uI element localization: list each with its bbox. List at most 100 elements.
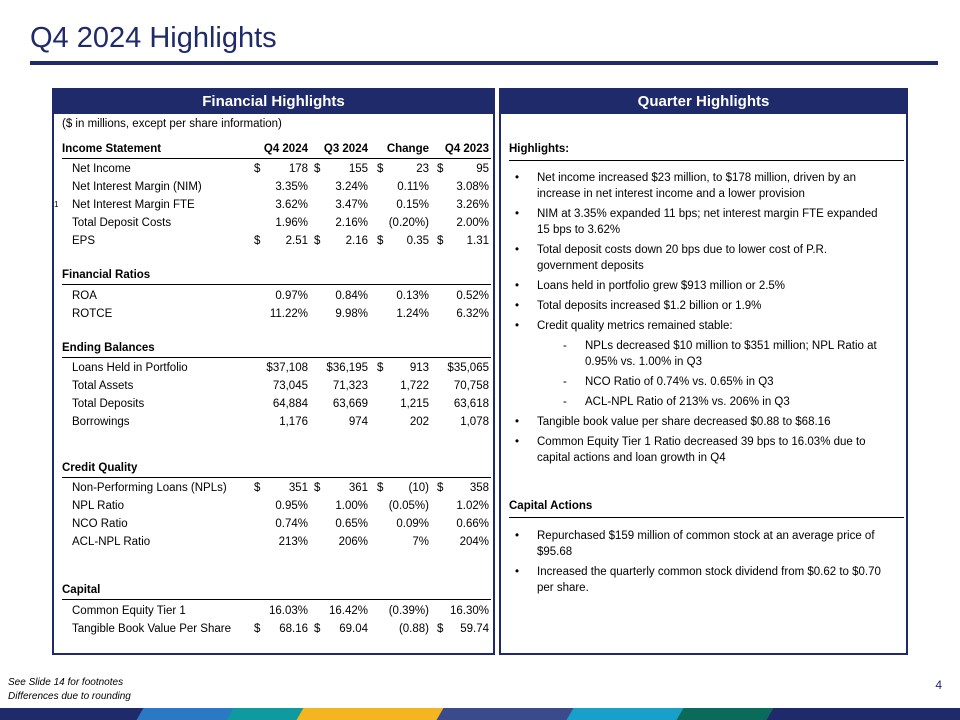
row-value: 3.47% <box>335 199 368 211</box>
row-value-cell: $1.31 <box>437 232 489 250</box>
bullet-text: Net income increased $23 million, to $17… <box>537 172 856 200</box>
page-number: 4 <box>935 678 942 692</box>
row-value: 204% <box>459 536 489 548</box>
bullet-text: Total deposits increased $1.2 billion or… <box>537 300 762 312</box>
dollar-sign: $ <box>437 482 444 494</box>
row-value-cell: (0.88) <box>377 620 429 638</box>
row-value-cell: 1,722 <box>377 377 429 395</box>
row-value: 3.26% <box>456 199 489 211</box>
dollar-sign: $ <box>254 163 261 175</box>
section-divider <box>62 599 491 600</box>
row-value-cell: (0.05%) <box>377 497 429 515</box>
row-label: EPS <box>72 235 96 247</box>
row-value-cell: 0.66% <box>437 515 489 533</box>
row-value: 1.02% <box>456 500 489 512</box>
row-value-cell: 0.95% <box>254 497 308 515</box>
stripe-segment <box>766 708 960 720</box>
row-label: ACL-NPL Ratio <box>72 536 151 548</box>
row-value-cell: 0.74% <box>254 515 308 533</box>
row-value-cell: 16.30% <box>437 602 489 620</box>
bullet-item: • Credit quality metrics remained stable: <box>515 318 890 334</box>
row-value-cell: 1,176 <box>254 413 308 431</box>
bullet-marker: • <box>515 530 520 542</box>
section-header-row: Ending Balances <box>54 339 493 357</box>
row-value-cell: $95 <box>437 160 489 178</box>
table-row: Loans Held in Portfolio $37,108 $36,195 $91… <box>54 359 493 377</box>
row-value: $36,195 <box>326 362 368 374</box>
stripe-segment <box>676 708 778 720</box>
table-row: ROTCE 11.22% 9.98% 1.24% 6.32% <box>54 305 493 323</box>
section-header-row: Financial Ratios <box>54 266 493 284</box>
row-value: 0.15% <box>396 199 429 211</box>
table-row: Total Deposit Costs 1.96% 2.16% (0.20%) 2.00… <box>54 214 493 232</box>
row-value: 1,722 <box>400 380 429 392</box>
row-value-cell: $913 <box>377 359 429 377</box>
bullet-text: Loans held in portfolio grew $913 millio… <box>537 280 786 292</box>
row-value: (10) <box>408 482 429 494</box>
row-value-cell: 0.84% <box>314 287 368 305</box>
row-value: 1,078 <box>460 416 489 428</box>
row-value-cell: 0.15% <box>377 196 429 214</box>
row-label: Net Income <box>72 163 131 175</box>
section-divider <box>509 160 904 161</box>
row-label: NCO Ratio <box>72 518 128 530</box>
row-value-cell: 73,045 <box>254 377 308 395</box>
row-value: 178 <box>288 163 308 175</box>
row-value: 1.24% <box>396 308 429 320</box>
row-value-cell: $155 <box>314 160 368 178</box>
row-value-cell: $35,065 <box>437 359 489 377</box>
sub-bullet-item: - NPLs decreased $10 million to $351 mill… <box>563 338 893 370</box>
bullet-item: • Tangible book value per share decreased… <box>515 414 890 430</box>
row-value: 361 <box>348 482 368 494</box>
table-row: Non-Performing Loans (NPLs) $351 $361 $ (10)… <box>54 479 493 497</box>
row-value: 71,323 <box>332 380 368 392</box>
section-header-row: Capital <box>54 581 493 599</box>
row-value: 63,618 <box>453 398 489 410</box>
row-value-cell: $2.51 <box>254 232 308 250</box>
row-value-cell: (0.20%) <box>377 214 429 232</box>
row-value-cell: 11.22% <box>254 305 308 323</box>
row-label: ROTCE <box>72 308 113 320</box>
row-value: (0.39%) <box>388 605 429 617</box>
table-row: Total Deposits 64,884 63,669 1,215 63,618 <box>54 395 493 413</box>
row-value-cell: 16.42% <box>314 602 368 620</box>
row-value: 1,215 <box>400 398 429 410</box>
bullet-text: Credit quality metrics remained stable: <box>537 320 733 332</box>
row-value: 68.16 <box>279 623 308 635</box>
row-value-cell: $358 <box>437 479 489 497</box>
row-value: 213% <box>278 536 308 548</box>
table-row: EPS $2.51 $2.16 $0.35 $1.31 <box>54 232 493 250</box>
row-value: 913 <box>409 362 429 374</box>
row-label: Net Interest Margin FTE <box>72 199 195 211</box>
dash-marker: - <box>563 340 567 352</box>
row-value-cell: 63,669 <box>314 395 368 413</box>
row-value-cell: 64,884 <box>254 395 308 413</box>
bullet-marker: • <box>515 208 520 220</box>
table-row: Common Equity Tier 1 16.03% 16.42% (0.39%) 1… <box>54 602 493 620</box>
row-value-cell: $361 <box>314 479 368 497</box>
row-value-cell: 3.47% <box>314 196 368 214</box>
row-value-cell: 1,078 <box>437 413 489 431</box>
row-value-cell: 0.52% <box>437 287 489 305</box>
bullet-text: Common Equity Tier 1 Ratio decreased 39 … <box>537 436 866 464</box>
dollar-sign: $ <box>437 235 444 247</box>
row-label: Non-Performing Loans (NPLs) <box>72 482 227 494</box>
row-value-cell: 63,618 <box>437 395 489 413</box>
bullet-item: • NIM at 3.35% expanded 11 bps; net inter… <box>515 206 890 238</box>
footnote-slide-ref: See Slide 14 for footnotes <box>8 677 124 688</box>
column-header: Q4 2023 <box>437 140 489 158</box>
row-value: 202 <box>409 416 429 428</box>
stripe-segment <box>226 708 308 720</box>
row-label: Total Deposits <box>72 398 145 410</box>
row-value-cell: 206% <box>314 533 368 551</box>
bullet-text: Total deposit costs down 20 bps due to l… <box>537 244 828 272</box>
bullet-marker: • <box>515 300 520 312</box>
row-value-cell: 0.97% <box>254 287 308 305</box>
row-value: 0.13% <box>396 290 429 302</box>
row-value: 7% <box>412 536 429 548</box>
dollar-sign: $ <box>314 623 321 635</box>
row-value: 2.51 <box>285 235 308 247</box>
row-value: 0.11% <box>397 181 429 193</box>
row-value-cell: 70,758 <box>437 377 489 395</box>
row-value: 95 <box>476 163 489 175</box>
